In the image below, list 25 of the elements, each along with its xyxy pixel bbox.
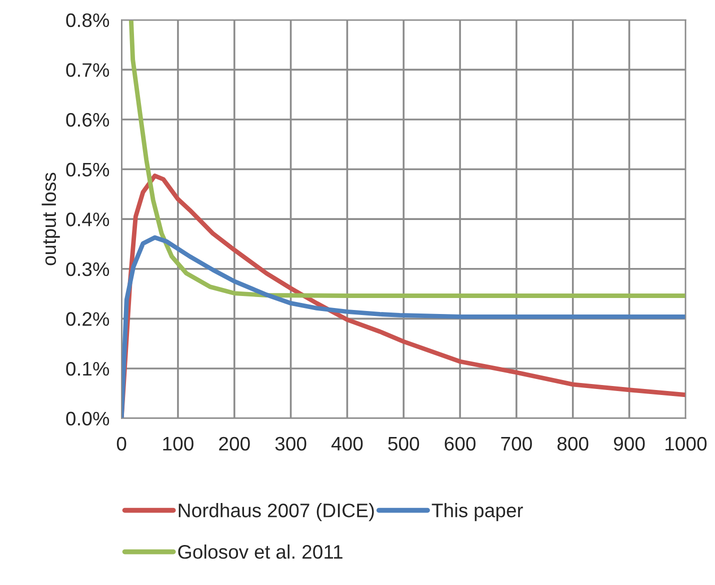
legend-label: Nordhaus 2007 (DICE)	[178, 503, 374, 522]
y-tick-label: 0.6%	[66, 112, 110, 127]
y-tick-label: 0.7%	[66, 63, 110, 77]
y-tick-label: 0.0%	[66, 412, 110, 426]
x-tick-label: 200	[219, 436, 250, 451]
y-tick-label: 0.8%	[66, 13, 110, 28]
x-tick-label: 0	[116, 436, 126, 451]
y-tick-label: 0.5%	[66, 162, 110, 177]
x-tick-label: 1000	[666, 436, 707, 451]
y-tick-label: 0.4%	[66, 212, 110, 226]
x-tick-label: 900	[614, 436, 645, 451]
x-tick-label: 500	[388, 436, 420, 451]
x-tick-label: 600	[444, 436, 476, 451]
x-tick-label: 700	[501, 436, 532, 451]
y-tick-label: 0.3%	[66, 262, 110, 276]
x-tick-label: 100	[163, 436, 194, 451]
y-tick-label: 0.1%	[66, 362, 110, 376]
line-series	[128, 20, 686, 298]
x-tick-label: 300	[275, 436, 306, 451]
y-axis-title: output loss	[42, 172, 60, 266]
x-tick-label: 800	[557, 436, 588, 451]
legend-label: This paper	[432, 503, 523, 522]
y-tick-label: 0.2%	[66, 312, 110, 326]
legend-label: Golosov et al. 2011	[178, 544, 342, 559]
x-tick-label: 400	[331, 436, 363, 451]
